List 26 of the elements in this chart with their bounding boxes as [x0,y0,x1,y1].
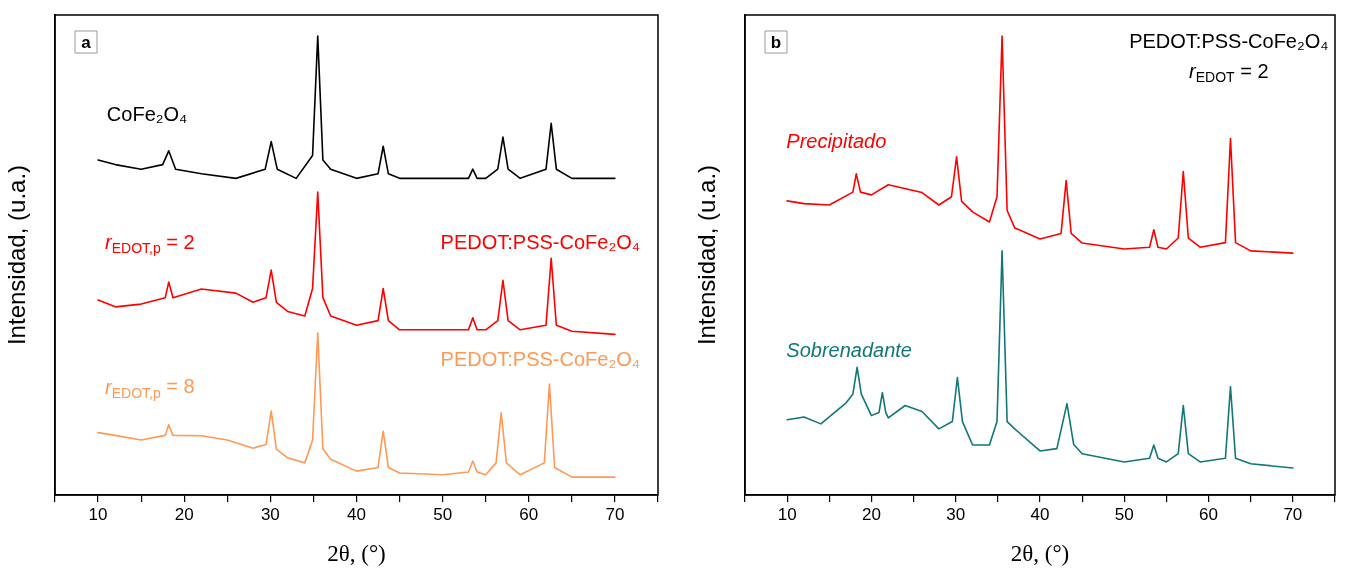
x-tick-label: 20 [861,504,881,524]
series-label: Sobrenadante [786,338,912,361]
x-tick-label: 20 [174,504,194,524]
x-axis-title: 2θ, (°) [1010,541,1070,567]
series-label: PEDOT:PSS-CoFe₂O₄ [440,230,640,253]
series-label: CoFe₂O₄ [106,103,188,126]
x-tick-label: 60 [1199,504,1219,524]
x-tick-label: 10 [88,504,108,524]
x-tick-label: 30 [260,504,280,524]
series-label: PEDOT:PSS-CoFe₂O₄ [440,348,640,371]
x-tick-label: 50 [1114,504,1134,524]
series-label: Precipitado [786,129,887,152]
chart-title: a [81,32,92,52]
annotation: PEDOT:PSS-CoFe₂O₄ [1129,30,1329,53]
chart-title: b [770,32,782,52]
x-tick-label: 50 [433,504,453,524]
y-axis-title: Intensidad, (u.a.) [693,164,721,346]
x-axis-title: 2θ, (°) [327,541,386,567]
y-axis-title: Intensidad, (u.a.) [3,164,31,346]
x-tick-label: 10 [777,504,797,524]
x-tick-label: 60 [519,504,539,524]
x-tick-label: 40 [347,504,366,524]
x-tick-label: 30 [946,504,966,524]
x-tick-label: 70 [1283,504,1303,524]
x-tick-label: 70 [605,504,625,524]
x-tick-label: 40 [1030,504,1050,524]
